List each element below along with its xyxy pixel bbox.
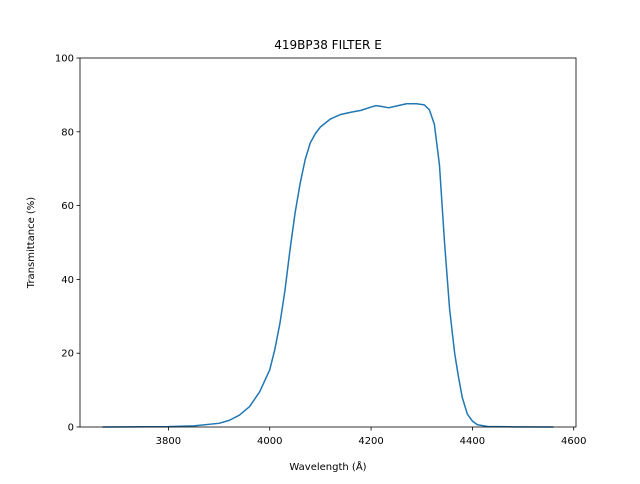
chart-title: 419BP38 FILTER E <box>274 38 382 52</box>
plot-frame <box>79 57 577 428</box>
x-axis-label: Wavelength (Å) <box>289 460 366 473</box>
x-tick-label: 4000 <box>257 436 282 447</box>
y-tick-label: 0 <box>68 423 74 434</box>
y-tick-label: 80 <box>61 127 74 138</box>
x-tick-label: 4200 <box>358 436 383 447</box>
y-tick-label: 60 <box>61 201 74 212</box>
x-tick-label: 4600 <box>561 436 586 447</box>
x-tick-label: 4400 <box>460 436 485 447</box>
y-tick-label: 100 <box>55 54 74 65</box>
x-tick-label: 3800 <box>156 436 181 447</box>
y-axis-label: Transmittance (%) <box>26 197 37 289</box>
y-tick-label: 20 <box>61 349 74 360</box>
data-line <box>102 103 554 428</box>
y-tick-label: 40 <box>61 275 74 286</box>
